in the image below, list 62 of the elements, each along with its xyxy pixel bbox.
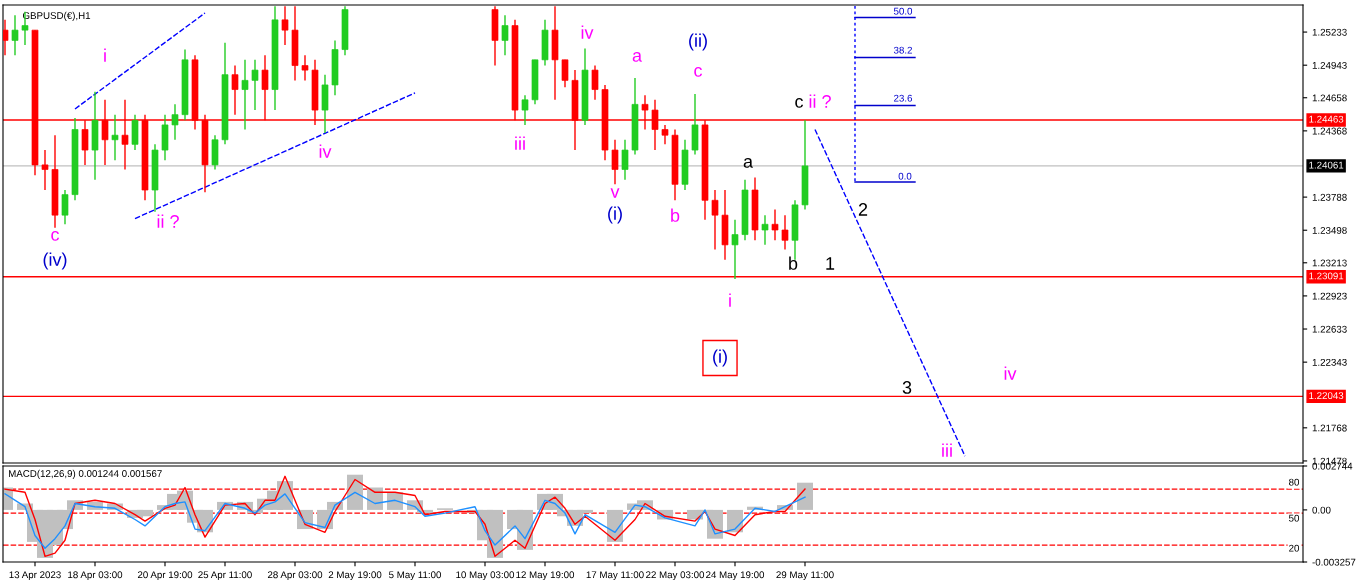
annotation: a <box>632 51 643 62</box>
x-tick-label: 12 May 19:00 <box>516 571 575 581</box>
y-tick-label: 1.23498 <box>1312 226 1347 234</box>
annotation: 1 <box>826 257 835 270</box>
annotation: 80 <box>1289 478 1300 486</box>
annotation: (ii) <box>689 33 707 51</box>
annotation: c <box>694 66 703 77</box>
x-tick-label: 5 May 11:00 <box>389 571 442 581</box>
annotation: 20 <box>1289 544 1300 552</box>
annotation: iii <box>515 136 525 150</box>
y-tick-label: 1.22343 <box>1312 358 1347 366</box>
x-tick-label: 24 May 19:00 <box>706 571 765 581</box>
annotation: c <box>795 97 804 108</box>
y-tick-label: 1.25233 <box>1312 28 1347 36</box>
annotation: iv <box>319 144 332 158</box>
y-tick-label: 1.22923 <box>1312 292 1347 300</box>
annotation: ii ? <box>157 214 179 228</box>
annotation: b <box>789 256 798 270</box>
annotation: (i) <box>608 206 622 224</box>
y-tick-label: 1.24368 <box>1312 127 1347 135</box>
annotation: i <box>729 293 731 307</box>
annotation: b <box>671 208 680 222</box>
x-tick-label: 28 Apr 03:00 <box>267 571 323 581</box>
x-tick-label: 18 Apr 03:00 <box>68 571 123 581</box>
x-tick-label: 10 May 03:00 <box>456 571 515 581</box>
annotation: 38.2 <box>893 46 912 54</box>
x-tick-label: 25 Apr 11:00 <box>198 571 252 581</box>
y-tick-label: -0.003257 <box>1312 558 1356 566</box>
y-tick-label: 0.00 <box>1312 506 1331 514</box>
ref-line-label: 1.24463 <box>1309 115 1344 123</box>
annotation: iv <box>581 25 594 39</box>
ref-line-label: 1.23091 <box>1309 272 1344 280</box>
ref-line-label: 1.24061 <box>1309 161 1344 169</box>
annotation: iv <box>1004 366 1017 380</box>
annotation: (iv) <box>43 252 67 270</box>
y-tick-label: 1.21768 <box>1312 424 1347 432</box>
x-tick-label: 29 May 11:00 <box>776 571 834 581</box>
annotation: (i) <box>713 349 727 367</box>
annotation: a <box>743 157 754 168</box>
y-tick-label: 1.22633 <box>1312 325 1347 333</box>
y-tick-label: 1.24658 <box>1312 94 1347 102</box>
annotation: iii <box>942 443 952 457</box>
annotation: c <box>51 230 60 241</box>
annotation: v <box>610 188 620 198</box>
chart-title: MACD(12,26,9) 0.001244 0.001567 <box>9 469 162 479</box>
annotation: 2 <box>858 203 868 216</box>
annotation: 50 <box>1288 514 1300 522</box>
x-tick-label: 20 Apr 19:00 <box>137 571 193 581</box>
annotation: ii ? <box>809 94 831 108</box>
x-tick-label: 17 May 11:00 <box>586 571 644 581</box>
annotation: i <box>104 48 106 62</box>
annotation: 3 <box>902 381 912 394</box>
annotation: 0.0 <box>898 172 912 180</box>
y-tick-label: 1.23213 <box>1312 259 1347 267</box>
y-tick-label: 1.23788 <box>1312 193 1347 201</box>
x-tick-label: 13 Apr 2023 <box>9 571 61 581</box>
annotation: 23.6 <box>894 94 913 102</box>
y-tick-label: 1.24943 <box>1312 61 1347 69</box>
annotation: 50.0 <box>893 7 913 15</box>
x-tick-label: 2 May 19:00 <box>328 571 382 581</box>
x-tick-label: 22 May 03:00 <box>646 571 705 581</box>
ref-line-label: 1.22043 <box>1309 392 1344 400</box>
